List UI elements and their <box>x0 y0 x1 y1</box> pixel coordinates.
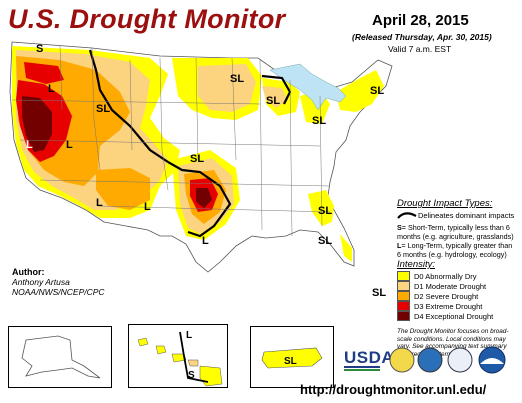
d1-label: D1 Moderate Drought <box>414 281 487 291</box>
ndmc-logo-icon <box>389 347 415 373</box>
doc-logo-icon <box>447 347 473 373</box>
label-l-nw: L <box>48 83 55 95</box>
label-sl-pr: SL <box>284 356 297 367</box>
map-date: April 28, 2015 <box>372 12 469 29</box>
d3-swatch <box>397 301 410 311</box>
great-lakes <box>269 63 347 111</box>
label-l-hi: L <box>186 330 192 341</box>
d1-minnesota <box>262 86 288 108</box>
label-sl-mn: SL <box>266 95 280 107</box>
d0-southeast <box>308 190 334 226</box>
d3-oregon <box>24 62 64 84</box>
us-drought-map: S L SL L SL SL SL SL SL L L L L SL SL SL <box>9 41 393 299</box>
label-s-hi: S <box>188 370 195 381</box>
valid-time: Valid 7 a.m. EST <box>388 44 452 54</box>
long-term-key: L <box>397 241 402 250</box>
agency-logos <box>389 346 506 374</box>
label-sl-fl: SL <box>372 287 386 299</box>
impact-boundaries <box>88 49 292 238</box>
map-title: U.S. Drought Monitor <box>8 4 286 34</box>
hawaii-inset: L S <box>128 324 228 388</box>
legend-item-d3: D3 Extreme Drought <box>397 301 493 311</box>
legend-item-d1: D1 Moderate Drought <box>397 281 493 291</box>
label-sl-ga: SL <box>318 205 332 217</box>
label-sl-ks: SL <box>190 153 204 165</box>
release-date: (Released Thursday, Apr. 30, 2015) <box>352 32 492 42</box>
delineates-label: Delineates dominant impacts <box>418 211 515 220</box>
usda-logo-underline <box>344 366 380 371</box>
label-l-nv: L <box>66 139 73 151</box>
d1-swatch <box>397 281 410 291</box>
label-sl-idaho: SL <box>96 103 110 115</box>
d2-swatch <box>397 291 410 301</box>
d3-label: D3 Extreme Drought <box>414 301 483 311</box>
intensity-title: Intensity: <box>397 259 436 270</box>
long-term-text: = Long-Term, typically greater than 6 mo… <box>397 241 513 259</box>
puerto-rico-shape <box>261 347 323 369</box>
alaska-shape <box>21 335 101 379</box>
label-sl-ga2: SL <box>318 235 332 247</box>
label-sl-nd: SL <box>230 73 244 85</box>
impact-boundary-midwest <box>261 74 292 105</box>
intensity-legend: D0 Abnormally Dry D1 Moderate Drought D2… <box>397 271 493 321</box>
d0-label: D0 Abnormally Dry <box>414 271 477 281</box>
short-term-description: S= Short-Term, typically less than 6 mon… <box>397 223 517 241</box>
d4-label: D4 Exceptional Drought <box>414 311 494 321</box>
hawaii-impact-line <box>179 331 209 383</box>
alaska-inset <box>8 326 112 388</box>
label-l-az: L <box>96 197 103 209</box>
website-url[interactable]: http://droughtmonitor.unl.edu/ <box>300 382 487 397</box>
d1-plains <box>198 64 256 112</box>
d2-label: D2 Severe Drought <box>414 291 479 301</box>
delineation-line-icon <box>397 212 417 219</box>
d2-southwest <box>96 168 150 210</box>
legend-item-d0: D0 Abnormally Dry <box>397 271 493 281</box>
d0-florida <box>340 234 352 262</box>
label-sl-mi: SL <box>312 115 326 127</box>
d4-swatch <box>397 311 410 321</box>
author-org: NOAA/NWS/NCEP/CPC <box>12 287 105 297</box>
d4-texas <box>196 188 212 208</box>
label-l-tx: L <box>202 235 209 247</box>
label-l-nm: L <box>144 201 151 213</box>
d4-california <box>22 96 52 152</box>
puerto-rico-inset: SL <box>250 326 334 388</box>
nidis-logo-icon <box>417 347 443 373</box>
label-sl-ne: SL <box>370 85 384 97</box>
impact-boundary-texas <box>167 161 232 238</box>
label-s-nw: S <box>36 43 43 55</box>
label-l-ca: L <box>26 139 33 151</box>
impact-boundary-west <box>88 49 169 163</box>
d0-northeast <box>336 70 384 112</box>
legend-item-d4: D4 Exceptional Drought <box>397 311 493 321</box>
legend-item-d2: D2 Severe Drought <box>397 291 493 301</box>
long-term-description: L= Long-Term, typically greater than 6 m… <box>397 241 517 259</box>
author-label: Author: <box>12 267 45 277</box>
short-term-text: = Short-Term, typically less than 6 mont… <box>397 223 514 241</box>
d0-swatch <box>397 271 410 281</box>
author-name: Anthony Artusa <box>12 277 70 287</box>
impact-types-title: Drought Impact Types: <box>397 198 493 209</box>
short-term-key: S <box>397 223 402 232</box>
state-lines <box>11 45 331 237</box>
usda-logo: USDA <box>344 348 395 367</box>
